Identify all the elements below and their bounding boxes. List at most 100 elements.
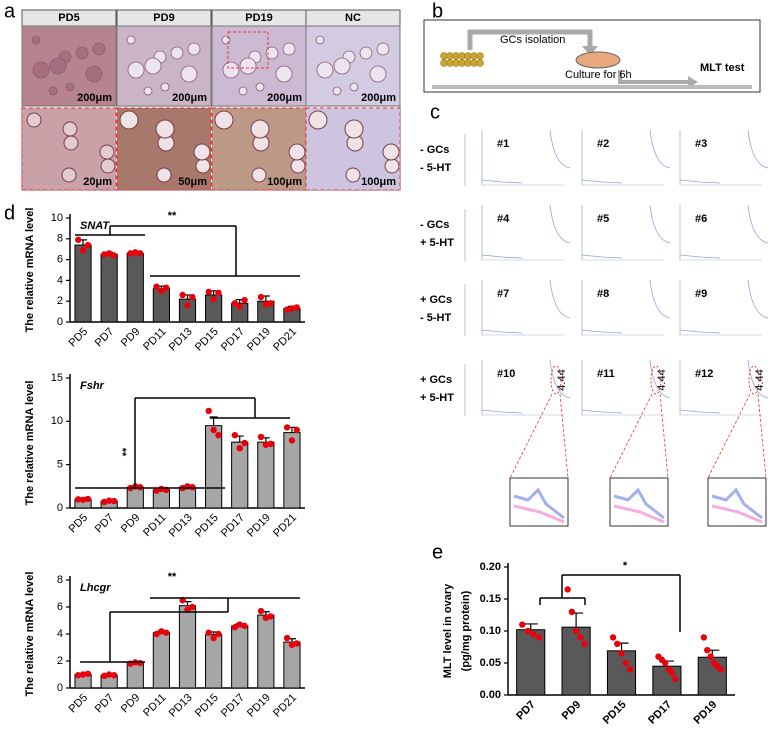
- data-point: [105, 250, 113, 257]
- scale-label: 20μm: [83, 176, 112, 188]
- process-arrow: [618, 70, 690, 84]
- data-point: [572, 627, 580, 635]
- panel-letter: c: [430, 101, 440, 123]
- data-point: [132, 249, 139, 256]
- cell: [119, 110, 139, 130]
- bar: [231, 625, 249, 689]
- data-point: [153, 630, 160, 638]
- zoom-connector: [509, 393, 553, 479]
- chromatogram-trace: [649, 359, 671, 399]
- data-point: [110, 497, 118, 505]
- data-point: [283, 424, 291, 431]
- data-point: [288, 641, 296, 648]
- follicle: [221, 35, 231, 45]
- data-point: [262, 614, 270, 621]
- y-tick-label: 5: [57, 459, 63, 471]
- chromatogram-trace: [747, 129, 769, 169]
- data-point: [626, 666, 634, 673]
- sample-label: #8: [597, 288, 609, 300]
- sample-label: #3: [695, 138, 707, 150]
- bar: [126, 252, 144, 323]
- bar: [231, 441, 249, 509]
- data-point: [581, 640, 588, 647]
- follicle: [65, 82, 75, 92]
- data-point: [231, 300, 239, 307]
- data-point: [101, 251, 108, 258]
- cell: [382, 143, 400, 161]
- data-point: [110, 252, 118, 259]
- condition-label: + GCs: [420, 374, 452, 386]
- data-point: [136, 659, 144, 667]
- follicle: [376, 42, 390, 56]
- chromatogram-trace: [481, 179, 523, 184]
- follicle: [333, 57, 351, 75]
- data-point: [288, 305, 296, 312]
- follicle: [48, 86, 58, 96]
- scale-label: 200μm: [172, 92, 207, 104]
- chromatogram-trace: [679, 179, 721, 184]
- follicle: [32, 61, 50, 79]
- chromatogram-trace: [549, 359, 571, 399]
- y-tick-label: 2: [57, 295, 63, 307]
- data-point: [105, 671, 113, 678]
- sample-label: #12: [695, 368, 713, 380]
- data-point: [564, 586, 571, 593]
- sample-label: #1: [497, 138, 509, 150]
- chromatogram-trace: [581, 254, 623, 259]
- peak-label: 4.44: [754, 369, 766, 390]
- data-point: [215, 289, 222, 297]
- condition-label: + 5-HT: [420, 392, 454, 404]
- chart-title: Lhcgr: [80, 582, 111, 594]
- bar: [283, 641, 301, 689]
- data-point: [236, 621, 243, 628]
- data-point: [262, 301, 270, 308]
- cell: [251, 167, 267, 183]
- sample-label: #9: [695, 288, 707, 300]
- cell: [26, 112, 42, 128]
- data-point: [241, 622, 248, 630]
- follicle: [49, 57, 67, 75]
- data-point: [717, 666, 724, 673]
- data-point: [293, 426, 301, 434]
- follicle: [238, 86, 248, 96]
- panel-letter: a: [4, 0, 16, 22]
- data-point: [84, 495, 92, 503]
- y-tick-label: 8: [57, 233, 63, 245]
- y-axis-label: The relative mRNA level: [24, 572, 36, 697]
- follicle: [316, 61, 334, 79]
- column-label: PD5: [58, 12, 79, 24]
- follicle: [160, 82, 170, 92]
- follicle: [143, 86, 153, 96]
- data-point: [231, 432, 239, 439]
- y-axis-label: MLT level in ovary: [442, 583, 454, 678]
- cell: [61, 167, 77, 183]
- column-label: PD19: [245, 12, 273, 24]
- significance-label: **: [116, 448, 128, 457]
- data-point: [210, 634, 217, 642]
- cell: [62, 121, 78, 137]
- sample-label: #4: [497, 213, 510, 225]
- data-point: [210, 426, 217, 434]
- data-point: [257, 433, 265, 441]
- panel-letter: d: [4, 202, 15, 224]
- culture-dish: [575, 51, 621, 69]
- condition-label: + GCs: [420, 294, 452, 306]
- data-point: [700, 634, 708, 641]
- cell: [63, 135, 79, 151]
- data-point: [74, 671, 82, 679]
- y-tick-label: 6: [57, 601, 63, 613]
- data-point: [618, 650, 625, 657]
- chromatogram-trace: [481, 409, 523, 414]
- data-point: [184, 302, 191, 309]
- cell: [384, 158, 400, 174]
- data-point: [609, 634, 617, 641]
- significance-label: **: [168, 210, 177, 222]
- zoom-box: [707, 477, 767, 527]
- peak-highlight: [748, 365, 760, 395]
- column-label: NC: [345, 12, 361, 24]
- arrowhead: [582, 46, 598, 56]
- chromatogram-trace: [549, 129, 571, 169]
- bar: [606, 650, 637, 696]
- y-tick-label: 6: [57, 254, 63, 266]
- zoom-connector: [609, 393, 653, 479]
